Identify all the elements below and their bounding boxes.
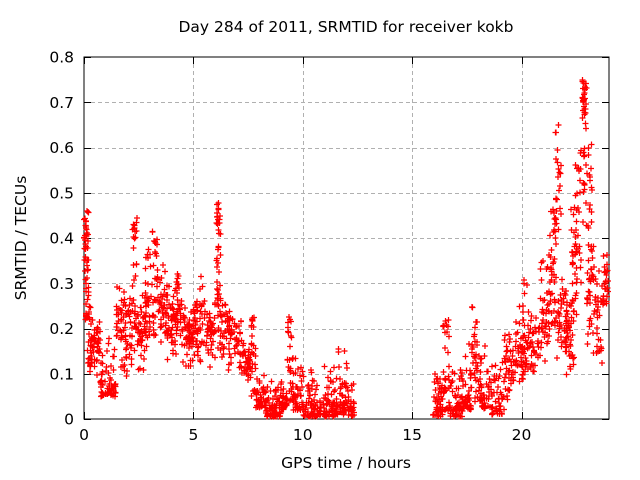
x-axis-label: GPS time / hours [281,454,411,472]
x-tick-label: 0 [79,426,89,444]
x-tick-label: 10 [293,426,313,444]
y-axis-label: SRMTID / TECUs [12,176,30,301]
y-tick-label: 0 [64,411,74,429]
y-tick-label: 0.4 [49,230,74,248]
y-tick-label: 0.3 [49,275,74,293]
x-tick-label: 20 [512,426,532,444]
x-tick-label: 15 [402,426,422,444]
y-tick-label: 0.6 [49,139,74,157]
y-tick-label: 0.1 [49,365,74,383]
x-tick-label: 5 [188,426,198,444]
y-tick-label: 0.7 [49,94,74,112]
x-axis-tick-labels: 0 5 10 15 20 [79,426,531,444]
y-tick-label: 0.8 [49,49,74,67]
data-points [81,77,611,420]
y-tick-label: 0.2 [49,320,74,338]
y-axis-tick-labels: 0 0.1 0.2 0.3 0.4 0.5 0.6 0.7 0.8 [49,49,74,429]
y-tick-label: 0.5 [49,184,74,202]
chart-title: Day 284 of 2011, SRMTID for receiver kok… [179,18,514,36]
